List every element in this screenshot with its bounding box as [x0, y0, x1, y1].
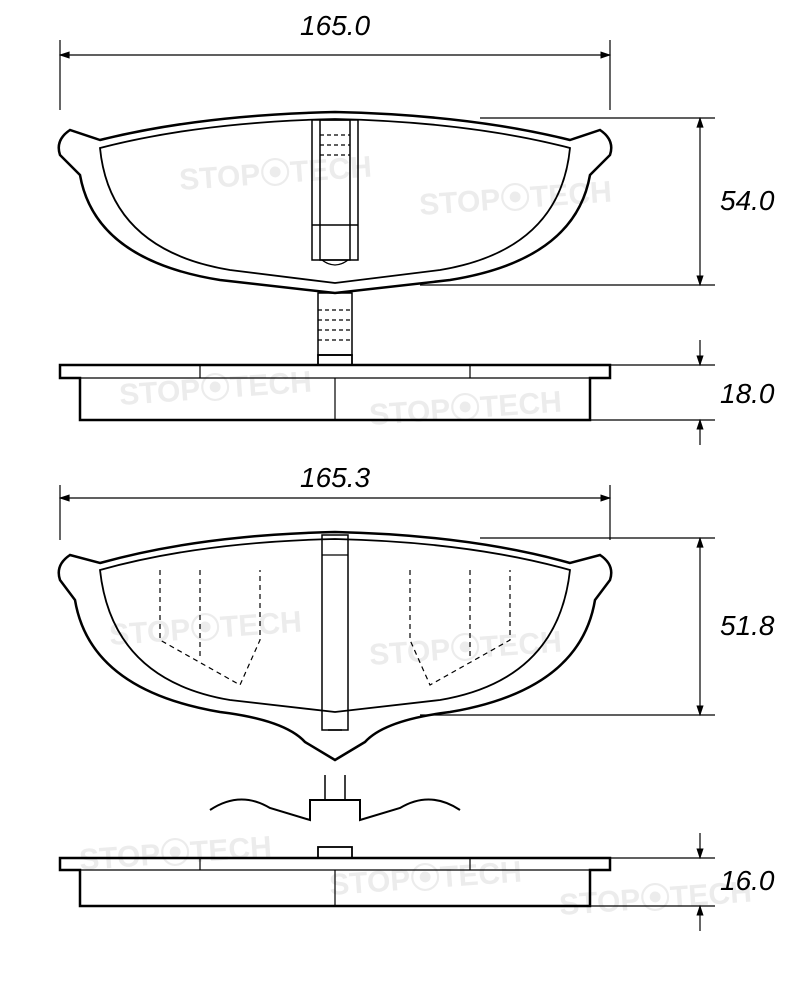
svg-text:STOP⦿TECH: STOP⦿TECH — [118, 366, 313, 412]
technical-drawing: STOP⦿TECH STOP⦿TECH STOP⦿TECH STOP⦿TECH … — [0, 0, 800, 1006]
dim-bottom-height: 51.8 — [720, 610, 775, 642]
dim-bottom-width: 165.3 — [300, 462, 370, 494]
dimension-lines — [60, 40, 715, 931]
dim-top-thickness: 18.0 — [720, 378, 775, 410]
svg-text:STOP⦿TECH: STOP⦿TECH — [328, 856, 523, 902]
svg-text:STOP⦿TECH: STOP⦿TECH — [368, 386, 563, 432]
spring-clip — [210, 775, 460, 820]
dim-bottom-thickness: 16.0 — [720, 865, 775, 897]
dim-top-height: 54.0 — [720, 185, 775, 217]
svg-text:STOP⦿TECH: STOP⦿TECH — [368, 626, 563, 672]
svg-text:STOP⦿TECH: STOP⦿TECH — [178, 151, 373, 197]
svg-text:STOP⦿TECH: STOP⦿TECH — [108, 606, 303, 652]
dim-top-width: 165.0 — [300, 10, 370, 42]
